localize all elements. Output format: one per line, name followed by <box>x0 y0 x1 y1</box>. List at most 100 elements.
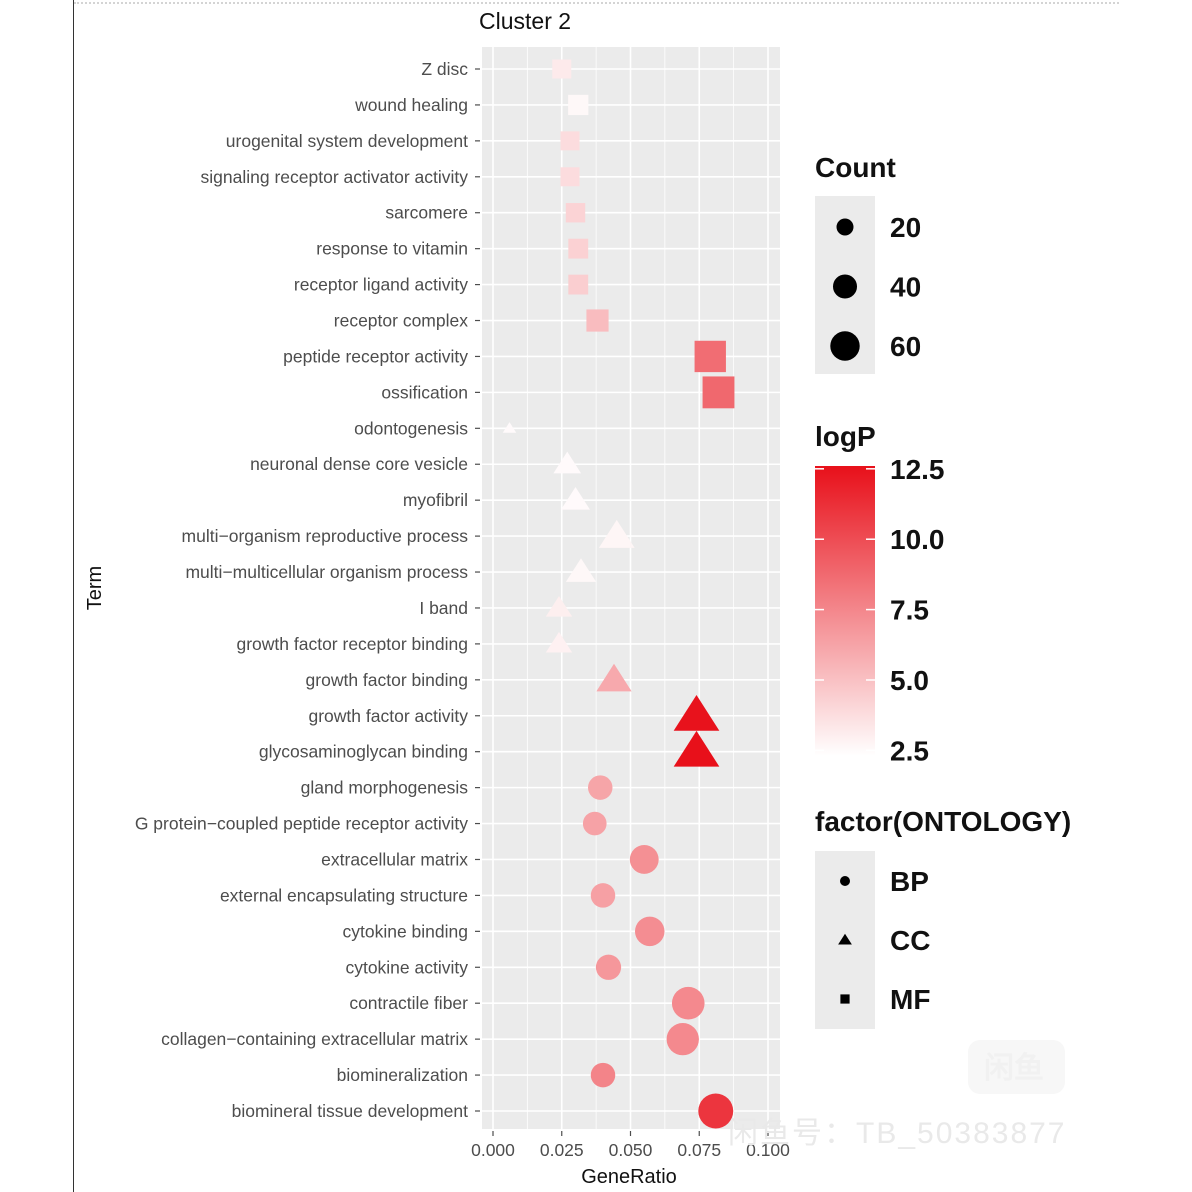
data-point <box>671 986 705 1020</box>
legend-ontology-key <box>838 933 852 945</box>
data-point <box>582 811 607 836</box>
y-tick-label: G protein−coupled peptide receptor activ… <box>135 814 468 834</box>
data-point <box>698 1093 734 1129</box>
legend-logp-colorbar <box>815 466 875 756</box>
y-tick-label: odontogenesis <box>354 418 468 438</box>
data-point <box>560 131 580 151</box>
y-tick-label: response to vitamin <box>316 239 468 259</box>
data-point <box>568 94 589 116</box>
data-point <box>545 595 573 617</box>
watermark: 闲鱼 闲鱼号：TB_50383877 <box>728 1040 1067 1150</box>
data-point <box>596 663 632 692</box>
data-point <box>590 883 616 908</box>
y-tick-label: multi−multicellular organism process <box>185 562 468 582</box>
data-point <box>595 954 622 980</box>
legend-logp-label: 10.0 <box>890 524 945 555</box>
y-tick-label: growth factor binding <box>306 670 468 690</box>
x-tick-label: 0.075 <box>677 1140 721 1160</box>
x-axis: 0.000 0.025 0.050 0.075 0.100 <box>471 1131 790 1160</box>
gridlines <box>482 47 780 1129</box>
x-tick-label: 0.000 <box>471 1140 515 1160</box>
legend-ontology-label: CC <box>890 925 930 956</box>
y-tick-label: cytokine binding <box>343 921 469 941</box>
y-tick-label: receptor complex <box>334 311 468 331</box>
y-tick-label: neuronal dense core vesicle <box>250 454 468 474</box>
data-point <box>586 309 609 332</box>
legend-count-label: 20 <box>890 212 921 243</box>
legend-logp-label: 2.5 <box>890 735 929 766</box>
data-point <box>702 376 735 409</box>
y-tick-label: biomineral tissue development <box>232 1101 469 1121</box>
data-point <box>545 631 573 653</box>
y-tick-label: cytokine activity <box>345 957 468 977</box>
data-point <box>568 238 589 259</box>
y-tick-label: peptide receptor activity <box>283 346 468 366</box>
y-tick-label: multi−organism reproductive process <box>182 526 469 546</box>
x-tick-label: 0.100 <box>746 1140 790 1160</box>
legend-count-title: Count <box>815 152 896 183</box>
data-point <box>673 694 720 731</box>
legend-logp-label: 7.5 <box>890 595 929 626</box>
legend-ontology-label: MF <box>890 984 930 1015</box>
data-point <box>588 775 613 800</box>
data-point <box>552 59 572 79</box>
legend-ontology: factor(ONTOLOGY) BP CC MF <box>815 806 1071 1029</box>
legend-count-key <box>832 274 858 299</box>
top-dotted-border <box>74 2 1119 4</box>
y-tick-label: glycosaminoglycan binding <box>259 742 468 762</box>
legend-count-key <box>830 331 860 361</box>
data-point <box>560 486 591 510</box>
y-tick-label: collagen−containing extracellular matrix <box>161 1029 468 1049</box>
legend-logp: logP 2.5 5.0 7.5 10.0 12.5 <box>815 421 945 766</box>
watermark-logo: 闲鱼 <box>984 1051 1044 1085</box>
y-tick-label: wound healing <box>354 95 468 115</box>
legend-ontology-label: BP <box>890 866 929 897</box>
y-axis-title: Term <box>84 566 106 610</box>
y-tick-label: signaling receptor activator activity <box>201 167 469 187</box>
data-point <box>502 422 517 433</box>
y-tick-label: extracellular matrix <box>321 849 468 869</box>
y-tick-label: growth factor activity <box>309 706 469 726</box>
watermark-logo-box <box>968 1040 1065 1094</box>
y-tick-label: external encapsulating structure <box>220 885 468 905</box>
legend-logp-label: 12.5 <box>890 454 945 485</box>
legend-ontology-key <box>840 994 850 1004</box>
y-tick-label: myofibril <box>403 490 468 510</box>
x-tick-label: 0.025 <box>540 1140 584 1160</box>
x-tick-label: 0.050 <box>609 1140 653 1160</box>
legend-ontology-key <box>840 876 850 886</box>
y-tick-label: contractile fiber <box>349 993 468 1013</box>
chart-title: Cluster 2 <box>479 8 571 34</box>
frame-border <box>73 0 74 1192</box>
legend-count-key <box>836 218 854 236</box>
y-tick-label: gland morphogenesis <box>301 778 469 798</box>
y-tick-label: I band <box>419 598 468 618</box>
watermark-text: 闲鱼号：TB_50383877 <box>728 1117 1067 1150</box>
y-axis: Z disc wound healing urogenital system dev… <box>135 59 480 1121</box>
legend-count-label: 60 <box>890 331 921 362</box>
y-tick-label: sarcomere <box>385 203 468 223</box>
x-axis-title: GeneRatio <box>581 1166 677 1188</box>
y-tick-label: ossification <box>381 382 468 402</box>
y-tick-label: Z disc <box>421 59 468 79</box>
y-tick-label: biomineralization <box>337 1065 468 1085</box>
y-tick-label: receptor ligand activity <box>294 275 468 295</box>
data-point <box>629 845 659 874</box>
legend-logp-label: 5.0 <box>890 665 929 696</box>
data-points <box>502 59 735 1129</box>
data-point <box>568 274 589 295</box>
y-tick-label: urogenital system development <box>226 131 468 151</box>
data-point <box>666 1022 699 1056</box>
data-point <box>565 558 597 582</box>
y-tick-label: growth factor receptor binding <box>236 634 468 654</box>
legend-count: Count 20 40 60 <box>815 152 921 374</box>
data-point <box>590 1062 616 1088</box>
data-point <box>673 730 720 767</box>
data-point <box>553 451 582 474</box>
data-point <box>634 916 665 947</box>
data-point <box>560 167 580 187</box>
legend-count-label: 40 <box>890 272 921 303</box>
data-point <box>694 340 726 373</box>
data-point <box>565 203 586 223</box>
